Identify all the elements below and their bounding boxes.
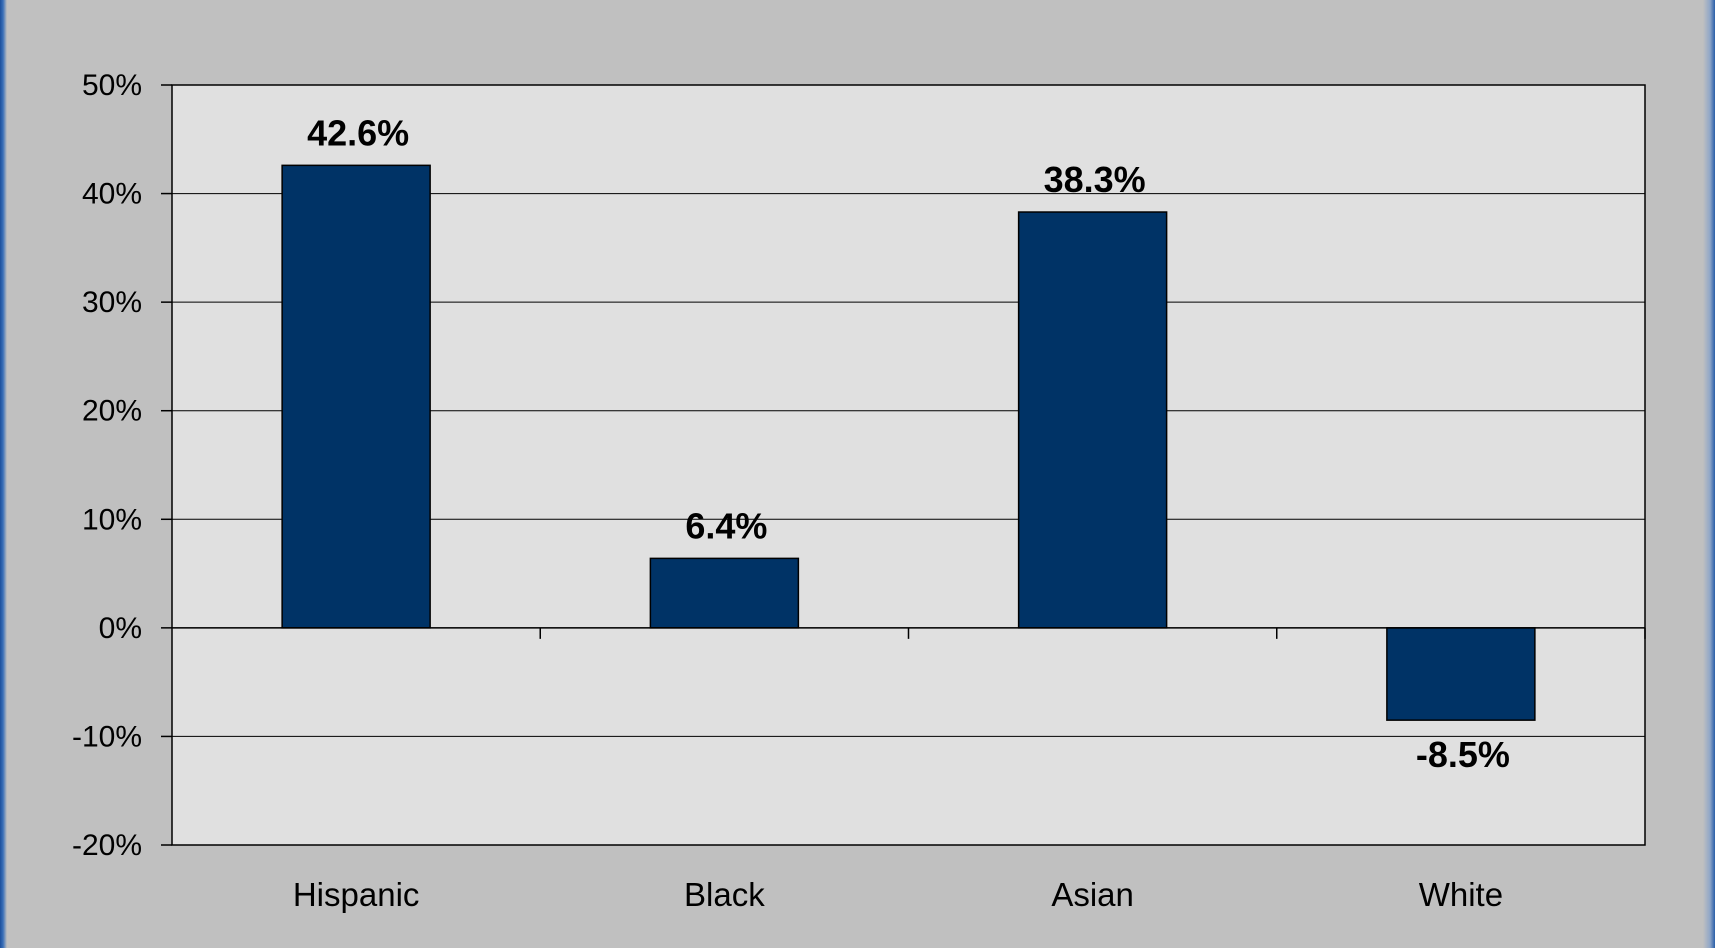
- x-axis: [172, 627, 1646, 639]
- data-label: 6.4%: [685, 505, 767, 546]
- data-label: 42.6%: [307, 112, 409, 153]
- y-tick-label: 0%: [99, 612, 142, 645]
- data-label: -8.5%: [1416, 734, 1510, 775]
- y-tick-label: 30%: [82, 286, 142, 319]
- y-axis: 50% 40% 30% 20% 10% 0% -10% -20%: [72, 69, 172, 862]
- bar-black: [649, 557, 800, 629]
- bar-white: [1386, 627, 1536, 721]
- bars: [281, 164, 1536, 721]
- x-tick-label: Asian: [1051, 876, 1134, 913]
- y-tick-label: 20%: [82, 395, 142, 428]
- data-labels: 42.6% 6.4% 38.3% -8.5%: [307, 112, 1510, 775]
- y-tick-label: -10%: [72, 720, 142, 753]
- category-labels: Hispanic Black Asian White: [293, 876, 1503, 913]
- y-tick-label: -20%: [72, 829, 142, 862]
- bar-hispanic: [281, 164, 431, 629]
- y-tick-label: 40%: [82, 178, 142, 211]
- x-tick-label: White: [1419, 876, 1503, 913]
- bar-asian: [1017, 211, 1168, 629]
- x-tick-label: Hispanic: [293, 876, 420, 913]
- data-label: 38.3%: [1044, 159, 1146, 200]
- x-tick-label: Black: [684, 876, 765, 913]
- y-tick-label: 50%: [82, 69, 142, 102]
- y-tick-label: 10%: [82, 503, 142, 536]
